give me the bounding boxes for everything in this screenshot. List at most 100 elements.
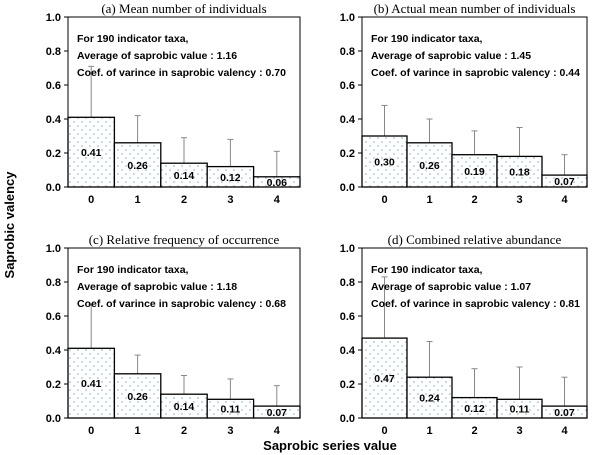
y-tick-label: 0.0 — [46, 182, 61, 194]
bar — [541, 174, 588, 188]
annotation-note: Coef. of varince in saprobic valency : 0… — [77, 67, 286, 79]
annotation-note: Average of saprobic value : 1.16 — [77, 50, 237, 62]
y-tick-label: 0.0 — [46, 413, 61, 425]
y-tick-label: 1.0 — [46, 243, 61, 255]
x-tick-label: 2 — [471, 425, 477, 437]
bar — [361, 337, 408, 419]
bar-value-label: 0.47 — [374, 373, 395, 385]
x-tick-label: 1 — [426, 194, 432, 206]
chart-panel: (a) Mean number of individuals 0.0 0.2 0.4 0… — [46, 1, 301, 206]
bar-value-label: 0.19 — [464, 166, 485, 178]
x-tick-label: 3 — [227, 425, 233, 437]
y-tick-label: 0.6 — [340, 80, 355, 92]
bar — [406, 376, 453, 419]
y-tick-label: 0.4 — [340, 345, 356, 357]
bar — [67, 116, 116, 188]
y-tick-label: 0.0 — [340, 413, 355, 425]
bar-value-label: 0.12 — [464, 403, 485, 415]
chart-panel: (d) Combined relative abundance 0.0 0.2 0.4… — [340, 232, 588, 437]
panel-title: (d) Combined relative abundance — [388, 232, 562, 247]
y-tick-label: 0.0 — [340, 182, 355, 194]
bar — [67, 347, 116, 419]
x-tick-label: 2 — [471, 194, 477, 206]
annotation-note: Average of saprobic value : 1.07 — [371, 281, 531, 293]
x-tick-label: 4 — [561, 194, 568, 206]
y-tick-label: 0.4 — [46, 114, 62, 126]
bar-value-label: 0.41 — [81, 147, 102, 159]
x-tick-label: 1 — [426, 425, 432, 437]
panel-title: (c) Relative frequency of occurrence — [89, 232, 280, 247]
bar-value-label: 0.11 — [220, 404, 240, 416]
annotation-note: Average of saprobic value : 1.18 — [77, 281, 237, 293]
annotation-note: Coef. of varince in saprobic valency : 0… — [371, 298, 580, 310]
x-tick-label: 0 — [88, 425, 94, 437]
chart-panels: (a) Mean number of individuals 0.0 0.2 0.4 0… — [46, 1, 588, 437]
annotation-note: For 190 indicator taxa, — [77, 33, 189, 45]
bar-value-label: 0.26 — [127, 160, 148, 172]
x-tick-label: 0 — [381, 425, 387, 437]
bar — [541, 405, 588, 419]
annotation-note: For 190 indicator taxa, — [77, 264, 189, 276]
bar — [252, 176, 301, 188]
bar — [113, 373, 162, 419]
x-tick-label: 1 — [135, 425, 141, 437]
y-tick-label: 0.2 — [340, 379, 355, 391]
y-tick-label: 0.8 — [46, 277, 61, 289]
bar-value-label: 0.07 — [554, 407, 575, 419]
y-tick-label: 0.8 — [340, 277, 355, 289]
x-tick-label: 0 — [381, 194, 387, 206]
chart-panel: (c) Relative frequency of occurrence 0.0 0… — [46, 232, 301, 437]
y-tick-label: 0.2 — [46, 148, 61, 160]
y-tick-label: 1.0 — [340, 12, 355, 24]
bar-value-label: 0.06 — [267, 177, 288, 189]
y-tick-label: 0.8 — [340, 46, 355, 58]
bar — [496, 155, 543, 188]
annotation-note: Coef. of varince in saprobic valency : 0… — [77, 298, 286, 310]
x-tick-label: 3 — [227, 194, 233, 206]
annotation-note: Coef. of varince in saprobic valency : 0… — [371, 67, 580, 79]
x-tick-label: 4 — [274, 425, 281, 437]
x-tick-label: 2 — [181, 194, 187, 206]
annotation-note: For 190 indicator taxa, — [371, 264, 483, 276]
bar-value-label: 0.30 — [374, 157, 395, 169]
bar — [406, 142, 453, 188]
bar-value-label: 0.24 — [419, 393, 440, 405]
x-tick-label: 0 — [88, 194, 94, 206]
bar-value-label: 0.41 — [81, 378, 102, 390]
x-tick-label: 2 — [181, 425, 187, 437]
y-tick-label: 1.0 — [340, 243, 355, 255]
x-tick-label: 3 — [516, 194, 522, 206]
x-tick-label: 4 — [274, 194, 281, 206]
bar-value-label: 0.14 — [174, 170, 195, 182]
x-tick-label: 4 — [561, 425, 568, 437]
y-tick-label: 0.2 — [46, 379, 61, 391]
bar — [113, 142, 162, 188]
y-axis-title: Saprobic valency — [2, 171, 17, 279]
chart-panel: (b) Actual mean number of individuals 0.0… — [340, 1, 588, 206]
bar-value-label: 0.07 — [554, 176, 575, 188]
bar-value-label: 0.12 — [220, 172, 241, 184]
y-tick-label: 0.8 — [46, 46, 61, 58]
bar-value-label: 0.14 — [174, 401, 195, 413]
panel-title: (b) Actual mean number of individuals — [374, 1, 576, 16]
annotation-note: For 190 indicator taxa, — [371, 33, 483, 45]
annotation-note: Average of saprobic value : 1.45 — [371, 50, 531, 62]
y-tick-label: 0.6 — [340, 311, 355, 323]
bar-value-label: 0.26 — [419, 160, 440, 172]
y-tick-label: 1.0 — [46, 12, 61, 24]
y-tick-label: 0.4 — [340, 114, 356, 126]
bar-value-label: 0.07 — [267, 407, 288, 419]
y-tick-label: 0.6 — [46, 311, 61, 323]
x-tick-label: 3 — [516, 425, 522, 437]
bar-value-label: 0.11 — [510, 404, 530, 416]
y-tick-label: 0.4 — [46, 345, 62, 357]
panel-title: (a) Mean number of individuals — [101, 1, 266, 16]
y-tick-label: 0.2 — [340, 148, 355, 160]
bar — [361, 135, 408, 188]
y-tick-label: 0.6 — [46, 80, 61, 92]
bar — [252, 405, 301, 419]
bar-value-label: 0.18 — [509, 167, 530, 179]
x-tick-label: 1 — [135, 194, 141, 206]
x-axis-title: Saprobic series value — [263, 438, 397, 453]
